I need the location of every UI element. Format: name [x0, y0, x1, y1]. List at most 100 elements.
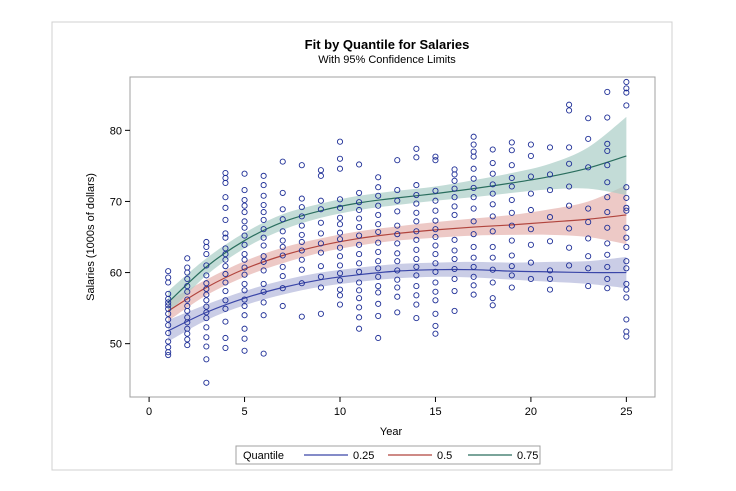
data-point — [260, 201, 267, 209]
data-point — [508, 263, 515, 270]
data-point — [165, 329, 172, 337]
data-point — [623, 243, 630, 251]
data-point — [222, 287, 229, 295]
data-point — [623, 89, 630, 96]
data-point — [604, 240, 611, 247]
data-point — [165, 299, 172, 306]
data-point — [604, 140, 611, 147]
data-point — [432, 217, 439, 224]
data-point — [451, 211, 458, 219]
data-point — [527, 226, 534, 233]
data-point — [508, 209, 515, 216]
data-point — [489, 170, 496, 177]
data-point — [356, 295, 363, 302]
data-point — [566, 160, 573, 167]
data-point — [432, 233, 439, 241]
data-point — [413, 228, 420, 235]
x-tick-label: 10 — [334, 406, 346, 418]
data-point — [222, 245, 229, 252]
data-point — [203, 297, 210, 304]
data-point — [222, 344, 229, 351]
data-point — [336, 270, 344, 277]
data-point — [165, 338, 172, 345]
data-point — [356, 241, 363, 248]
data-point — [336, 221, 344, 228]
data-point — [260, 280, 267, 287]
data-point — [394, 284, 401, 291]
data-point — [451, 194, 458, 201]
data-point — [451, 287, 458, 295]
data-point — [527, 275, 534, 283]
data-point — [203, 280, 210, 287]
data-point — [432, 330, 439, 337]
data-point — [298, 162, 305, 169]
data-point — [279, 189, 286, 196]
data-point — [298, 313, 305, 320]
data-point — [585, 235, 592, 242]
data-point — [203, 285, 210, 292]
data-point — [279, 285, 286, 292]
data-point — [623, 85, 630, 92]
data-point — [241, 325, 248, 332]
data-point — [585, 253, 592, 260]
data-point — [432, 197, 439, 204]
data-point — [604, 263, 611, 270]
data-point — [451, 265, 458, 273]
chart-title: Fit by Quantile for Salaries — [305, 37, 470, 52]
data-point — [623, 258, 630, 265]
data-point — [527, 241, 534, 248]
data-point — [298, 195, 305, 202]
data-point — [317, 172, 324, 179]
data-point — [222, 297, 229, 304]
data-point — [527, 259, 534, 266]
data-point — [336, 138, 344, 145]
data-point — [432, 310, 439, 317]
data-point — [356, 287, 363, 294]
data-point — [527, 173, 534, 180]
data-point — [623, 224, 630, 231]
data-point — [336, 214, 344, 221]
data-point — [508, 174, 515, 182]
legend-label-0-5: 0.5 — [437, 450, 452, 462]
data-point — [317, 310, 324, 317]
data-point — [336, 253, 344, 260]
data-point — [317, 197, 324, 204]
data-point — [623, 194, 630, 201]
data-point — [184, 264, 191, 271]
data-point — [260, 226, 267, 233]
x-tick-label: 5 — [241, 406, 247, 418]
data-point — [184, 296, 191, 303]
data-point — [356, 215, 363, 222]
data-point — [356, 161, 363, 168]
data-point — [336, 165, 344, 172]
data-point — [508, 147, 515, 154]
data-point — [432, 251, 439, 258]
legend-title: Quantile — [243, 450, 284, 462]
data-point — [623, 280, 630, 287]
data-point — [241, 241, 248, 248]
data-point — [585, 115, 592, 122]
data-point — [222, 234, 229, 241]
data-point — [222, 204, 229, 211]
data-point — [260, 234, 267, 241]
data-point — [317, 206, 324, 213]
data-point — [604, 285, 611, 292]
data-point — [413, 154, 420, 161]
data-point — [375, 312, 382, 319]
data-point — [356, 251, 363, 258]
data-point — [336, 204, 344, 211]
data-point — [165, 274, 172, 281]
data-point — [298, 204, 305, 211]
data-point — [336, 277, 344, 284]
data-point — [413, 292, 420, 299]
data-point — [165, 316, 172, 323]
data-point — [165, 351, 172, 359]
data-point — [413, 218, 420, 225]
data-point — [451, 255, 458, 263]
data-point — [623, 78, 630, 86]
data-point — [222, 334, 229, 342]
data-point — [413, 301, 420, 308]
data-point — [260, 192, 267, 199]
data-point — [222, 263, 229, 270]
